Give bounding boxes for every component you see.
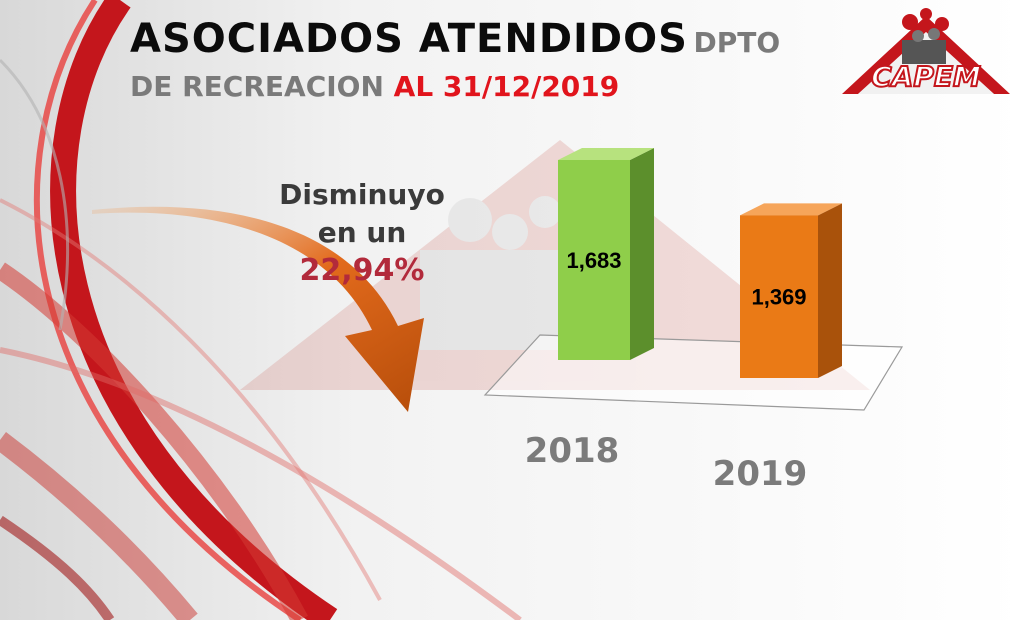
bars-group: 1,683 2018 1,369 2019 <box>525 148 842 494</box>
note-line-1: Disminuyo <box>279 178 445 211</box>
bar-2019-top <box>740 203 842 216</box>
note-line-2: en un <box>317 216 407 249</box>
title-main: ASOCIADOS ATENDIDOS <box>130 16 688 62</box>
data-label-2018: 1,683 <box>566 248 621 273</box>
bar-2018-top <box>558 148 654 160</box>
title-sub: DE RECREACION <box>130 70 384 103</box>
category-label-2018: 2018 <box>525 431 620 471</box>
capem-logo: CAPEM <box>842 8 1010 94</box>
category-label-2019: 2019 <box>713 454 808 494</box>
decrease-note: Disminuyo en un 22,94% <box>262 176 462 290</box>
title-line-2: DE RECREACION AL 31/12/2019 <box>130 70 619 103</box>
title-dept: DPTO <box>693 26 781 59</box>
bar-2019 <box>740 215 818 378</box>
title-line-1: ASOCIADOS ATENDIDOS DPTO <box>130 16 780 62</box>
data-label-2019: 1,369 <box>751 285 806 310</box>
bar-2018-side <box>630 148 654 360</box>
note-percent: 22,94% <box>299 253 425 288</box>
logo-text: CAPEM <box>871 60 981 93</box>
title-date: AL 31/12/2019 <box>393 70 620 103</box>
bar-2018 <box>558 160 630 360</box>
bar-2019-side <box>818 203 842 378</box>
